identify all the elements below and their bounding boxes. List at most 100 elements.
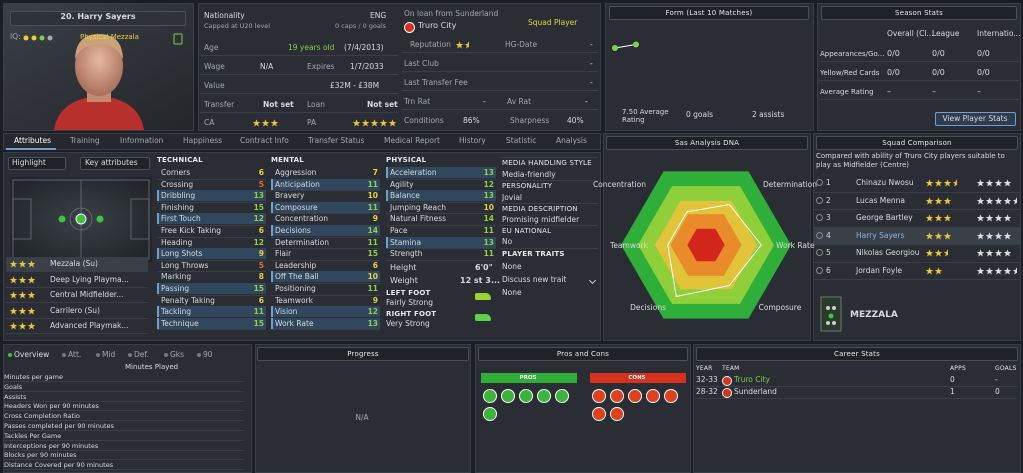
stat-value: 0/0 [932,68,945,77]
tab[interactable]: Medical Report [384,136,440,145]
role-name[interactable]: Deep Lying Playma... [50,274,129,284]
season-panel [817,3,1021,131]
overview-tab[interactable]: Def. [134,350,149,359]
group-title: TECHNICAL [157,156,203,164]
attribute-value: 5 [258,179,264,189]
view-stats-button[interactable] [935,112,1016,126]
dna-axis-label: Work Rate [776,241,815,250]
career-cell: 32-33 [696,375,718,384]
name-box[interactable] [10,11,186,26]
media-value[interactable]: Discuss new trait [502,275,567,284]
dropdown-label[interactable]: Key attributes [85,158,138,167]
attribute-name: Technique [161,318,199,328]
tab[interactable]: Happiness [183,136,223,145]
attribute-value: 6 [258,295,264,305]
row-dot [816,179,823,186]
rank: 5 [826,248,831,257]
highlight-dropdown[interactable] [8,157,66,170]
con-icon [592,407,606,421]
tab[interactable]: Information [120,136,164,145]
role-name[interactable]: Central Midfielder... [50,290,124,299]
form-chart [612,41,639,51]
attribute-value: 11 [367,237,378,247]
key-attribute [271,201,380,213]
role-name[interactable]: Mezzala (Su) [50,259,98,268]
tab[interactable]: Analysis [556,136,587,145]
tab[interactable]: Attributes [14,136,52,145]
role-name[interactable]: Carrilero (Su) [50,305,100,315]
separator [200,130,398,131]
role-name[interactable]: Advanced Playmak... [50,321,129,330]
season-bar-title: Season Stats [895,9,943,17]
club-name: Truro City [418,21,457,30]
media-value: None [502,262,522,271]
tab[interactable]: Statistic [506,136,537,145]
attribute-name: Bravery [275,191,305,201]
separator [814,261,1020,263]
media-value: Media-friendly [502,170,556,179]
attribute-value: 10 [483,202,494,212]
tab[interactable]: Transfer Status [308,136,365,145]
label: PA [307,118,317,127]
form-line [614,43,637,49]
separator [819,80,1019,81]
separator [500,157,598,158]
separator [271,236,380,238]
label: Last Transfer Fee [404,78,468,87]
overview-tab[interactable]: Gks [170,350,185,359]
career-header: GOALS [995,365,1017,372]
attribute-name: Flair [275,249,292,259]
player-name[interactable]: Nikolas Georgiou [856,248,920,257]
overview-tab[interactable]: 90 [203,350,213,359]
separator [4,430,244,431]
attribute-name: Jumping Reach [390,202,446,212]
dropdown-label[interactable]: Highlight [12,158,46,167]
separator [157,294,266,296]
attribute-name: Acceleration [390,168,437,177]
player-name[interactable]: Lucas Menna [856,195,905,205]
value: 86% [463,116,480,125]
label: Wage [204,62,225,71]
stars [455,41,469,49]
player-name[interactable]: Chinazu Nwosu [856,178,914,187]
form-bar-title: Form (Last 10 Matches) [665,9,753,17]
value: 19 years old [288,43,335,52]
assists: 2 assists [752,110,785,119]
overview-tab[interactable]: Overview [14,350,50,359]
attribute-value: 12 [483,179,494,189]
overview-tab[interactable]: Att. [68,350,82,359]
key-dropdown[interactable] [80,157,150,170]
tab-dot [8,353,12,357]
stat-value: – [887,87,891,96]
attribute-value: 7 [372,168,378,177]
tab[interactable]: History [459,136,486,145]
tab[interactable]: Training [70,136,100,145]
label: Reputation [410,40,451,49]
pros-label: PROS [519,375,537,381]
career-header: YEAR [696,365,713,372]
stat-name: Interceptions per 90 minutes [4,441,99,450]
column-header: Overall (Cl... [887,29,934,38]
attribute-name: Natural Fitness [390,214,447,224]
form-point [633,41,639,48]
key-attribute [386,190,496,202]
media-heading: PLAYER TRAITS [502,250,565,258]
separator [402,52,598,53]
overview-tab[interactable]: Mid [102,350,116,359]
tab[interactable]: Contract Info [240,136,289,145]
player-name[interactable]: George Bartley [856,213,913,222]
player-name[interactable]: Harry Sayers [856,230,905,240]
separator [4,400,244,402]
separator [500,180,598,181]
tab-dot [164,353,168,357]
player-name[interactable]: Jordan Foyle [856,265,903,275]
minutes-label: Minutes Played [125,363,179,371]
tab-dot [128,353,132,357]
player-face [23,33,183,130]
career-bar-title: Career Stats [834,350,880,358]
value: ENG [370,11,387,20]
average-rating: 7.50 Average Rating [622,108,669,124]
button-label[interactable]: View Player Stats [942,114,1008,123]
attribute-value: 8 [258,272,264,282]
rank: 4 [826,230,831,240]
